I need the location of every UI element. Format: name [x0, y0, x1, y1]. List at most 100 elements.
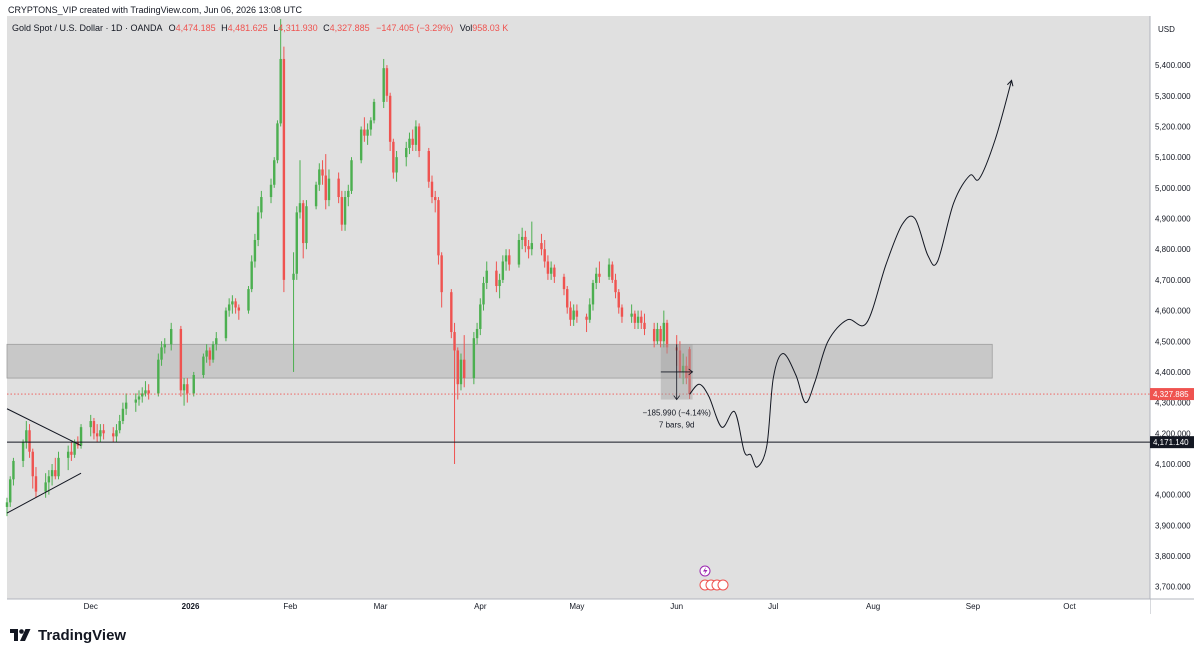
candle-body — [414, 126, 418, 145]
candle-body — [237, 307, 241, 311]
legend-open-value: 4,474.185 — [176, 23, 216, 33]
candle-body — [34, 476, 38, 492]
candle-body — [617, 292, 620, 308]
candle-body — [620, 307, 624, 317]
candle-body — [211, 344, 215, 360]
candle-body — [273, 160, 276, 185]
candle-body — [141, 393, 144, 397]
candle-body — [57, 457, 60, 477]
candle-body — [462, 359, 466, 379]
time-tick-label: 2026 — [182, 602, 200, 611]
price-tick-label: 3,900.000 — [1155, 521, 1191, 530]
candle-body — [279, 58, 282, 124]
legend-high-label: H — [221, 23, 228, 33]
price-tick-label: 4,300.000 — [1155, 399, 1191, 408]
candle-body — [169, 328, 173, 345]
projection-path — [689, 80, 1013, 468]
candle-body — [543, 249, 546, 262]
candle-body — [25, 430, 28, 443]
time-tick-label: May — [569, 602, 584, 611]
time-tick-label: Sep — [966, 602, 981, 611]
lightning-glyph-icon — [703, 567, 708, 575]
candle-body — [662, 322, 666, 342]
candle-body — [479, 304, 482, 329]
candle-body — [302, 203, 305, 244]
us-flag-event-icon[interactable] — [717, 579, 729, 591]
candle-body — [678, 350, 682, 372]
candle-body — [549, 267, 553, 274]
price-tick-label: 4,200.000 — [1155, 429, 1191, 438]
candle-body — [363, 129, 366, 136]
measure-arrowhead — [688, 368, 694, 376]
candle-body — [372, 101, 376, 121]
price-tick-label: 5,000.000 — [1155, 184, 1191, 193]
candle-body — [659, 328, 662, 342]
price-tick-label: 5,100.000 — [1155, 153, 1191, 162]
candle-body — [588, 304, 591, 320]
price-tick-label: 5,300.000 — [1155, 92, 1191, 101]
candle-body — [347, 190, 350, 198]
candle-body — [324, 175, 327, 201]
legend-volume-value: 958.03 K — [472, 23, 508, 33]
candle-body — [9, 479, 12, 503]
candle-body — [388, 95, 392, 142]
time-tick-label: Apr — [474, 602, 487, 611]
price-tick-label: 5,200.000 — [1155, 122, 1191, 131]
candle-body — [450, 292, 453, 333]
price-tick-label: 4,600.000 — [1155, 307, 1191, 316]
candle-body — [256, 212, 260, 240]
candle-body — [121, 408, 125, 422]
measure-bars-label: 7 bars, 9d — [659, 421, 695, 430]
candle-body — [92, 421, 96, 434]
price-tick-label: 4,500.000 — [1155, 337, 1191, 346]
event-markers[interactable] — [699, 565, 729, 591]
support-price-tag — [1150, 436, 1194, 449]
triangle-trendline — [6, 472, 82, 514]
candle-body — [575, 310, 579, 317]
candle-body — [305, 206, 308, 244]
legend-change: −147.405 (−3.29%) — [376, 23, 453, 33]
candle-body — [5, 502, 9, 507]
legend-open-label: O — [169, 23, 176, 33]
candle-body — [366, 129, 369, 136]
candle-body — [585, 316, 588, 320]
candle-body — [314, 184, 318, 207]
candle-body — [482, 282, 485, 305]
candle-body — [247, 289, 250, 311]
candle-body — [562, 276, 566, 290]
candle-body — [227, 304, 231, 311]
candle-body — [250, 261, 253, 290]
candle-body — [12, 460, 15, 480]
candle-body — [50, 470, 54, 477]
price-axis-background — [1150, 16, 1194, 599]
tradingview-logo[interactable]: TradingView — [10, 624, 126, 646]
candle-body — [144, 390, 147, 394]
candle-body — [102, 430, 105, 434]
candle-body — [202, 356, 205, 376]
price-axis[interactable]: 3,700.000 3,800.000 3,900.000 4,000.000 4,10… — [1150, 61, 1194, 592]
candle-body — [318, 169, 321, 185]
candle-body — [21, 442, 25, 461]
candle-body — [292, 273, 295, 280]
time-axis[interactable]: Dec 2026 Feb Mar Apr May Jun Jul Aug Sep Oct — [84, 602, 1077, 611]
measure-change-label: −185.990 (−4.14%) — [642, 409, 711, 418]
candle-body — [44, 482, 47, 492]
candle-body — [66, 451, 70, 458]
price-tick-label: 4,100.000 — [1155, 460, 1191, 469]
candle-body — [382, 68, 385, 102]
candle-body — [395, 157, 398, 173]
tradingview-logo-icon — [10, 629, 31, 641]
candle-body — [459, 359, 463, 385]
legend-low-value: 4,311.930 — [278, 23, 317, 33]
time-tick-label: Feb — [283, 602, 297, 611]
candle-body — [475, 328, 479, 339]
candle-body — [231, 301, 234, 305]
currency-label[interactable]: USD — [1158, 25, 1175, 34]
candle-body — [665, 322, 669, 348]
time-tick-label: Dec — [84, 602, 98, 611]
price-tick-label: 4,900.000 — [1155, 215, 1191, 224]
legend-symbol: Gold Spot / U.S. Dollar · 1D · OANDA — [12, 23, 163, 33]
price-tick-label: 3,700.000 — [1155, 583, 1191, 592]
candle-body — [636, 316, 640, 323]
